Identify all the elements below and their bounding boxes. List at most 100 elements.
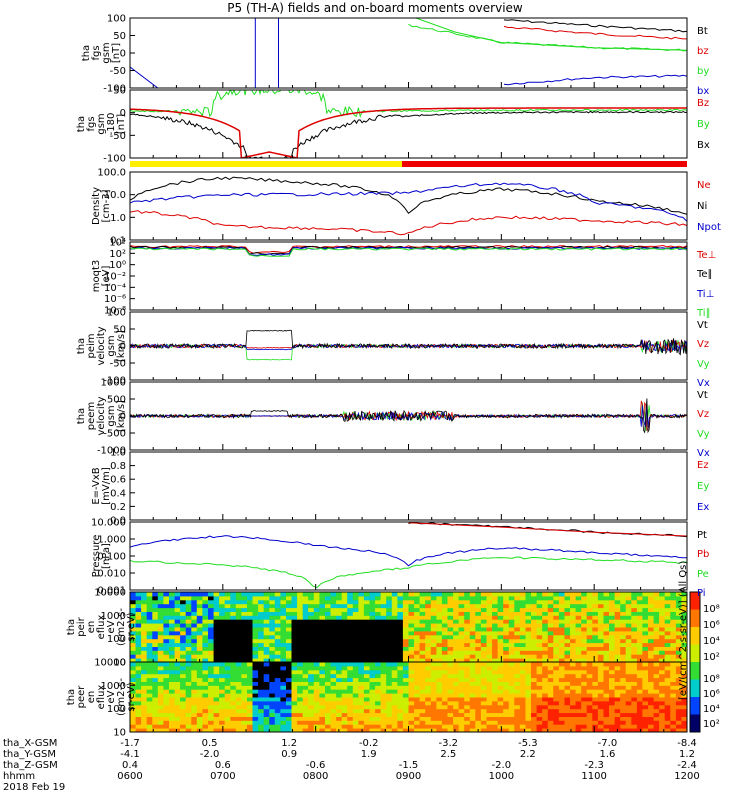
spectrogram-cell [291, 595, 298, 601]
spectrogram-cell [503, 728, 510, 732]
spectrogram-cell [302, 673, 309, 679]
spectrogram-cell [180, 685, 187, 690]
spectrogram-cell [597, 669, 604, 675]
spectrogram-cell [553, 611, 560, 616]
spectrogram-cell [475, 627, 482, 632]
spectrogram-cell [263, 700, 270, 706]
legend-fgs2-2: Bx [697, 140, 710, 151]
spectrogram-cell [274, 681, 281, 686]
spectrogram-cell [636, 669, 643, 675]
spectrogram-cell [597, 689, 604, 694]
spectrogram-cell [191, 646, 198, 651]
spectrogram-cell [380, 720, 387, 725]
spectrogram-cell [163, 658, 170, 662]
spectrogram-cell [313, 658, 320, 662]
spectrogram-cell [648, 662, 655, 667]
spectrogram-cell [313, 630, 320, 636]
spectrogram-cell [269, 689, 276, 694]
spectrogram-cell [531, 615, 538, 620]
spectrogram-cell [280, 673, 287, 679]
spectrogram-cell [157, 638, 164, 644]
spectrogram-cell [469, 720, 476, 725]
spectrogram-cell [447, 677, 454, 682]
spectrogram-cell [636, 665, 643, 671]
spectrogram-cell [458, 634, 465, 640]
spectrogram-cell [319, 720, 326, 725]
spectrogram-cell [391, 642, 398, 647]
spectrogram-cell [397, 662, 404, 667]
spectrogram-cell [497, 642, 504, 647]
spectrogram-cell [202, 611, 209, 616]
spectrogram-cell [169, 708, 176, 714]
panel-pressure-ytick: 10.000 [91, 518, 126, 529]
spectrogram-cell [436, 619, 443, 624]
spectrogram-cell [464, 669, 471, 675]
spectrogram-cell [625, 704, 632, 710]
spectrogram-cell [402, 693, 409, 698]
spectrogram-cell [135, 595, 142, 601]
spectrogram-cell [352, 642, 359, 647]
spectrogram-cell [441, 619, 448, 624]
spectrogram-cell [636, 720, 643, 725]
spectrogram-cell [458, 681, 465, 686]
spectrogram-cell [464, 712, 471, 717]
legend-density-2: Npot [697, 222, 721, 233]
spectrogram-cell [325, 630, 332, 636]
spectrogram-cell [269, 716, 276, 721]
spectrogram-cell [219, 595, 226, 601]
spectrogram-cell [386, 685, 393, 690]
spectrogram-cell [458, 685, 465, 690]
spectrogram-cell [503, 592, 510, 597]
spectrogram-cell [636, 595, 643, 601]
spectrogram-cell [169, 685, 176, 690]
spectrogram-cell [297, 615, 304, 620]
spectrogram-cell [603, 642, 610, 647]
spectrogram-cell [213, 716, 220, 721]
spectrogram-cell [581, 650, 588, 655]
spectrogram-cell [486, 677, 493, 682]
spectrogram-cell [274, 654, 281, 659]
spectrogram-cell [531, 603, 538, 609]
panel-density-ytick: 0.1 [110, 236, 126, 247]
spectrogram-cell [525, 708, 532, 714]
spectrogram-cell [648, 623, 655, 628]
spectrogram-cell [380, 673, 387, 679]
spectrogram-cell [163, 681, 170, 686]
spectrogram-cell [319, 724, 326, 729]
spectrogram-cell [213, 658, 220, 662]
spectrogram-cell [642, 650, 649, 655]
spectrogram-cell [258, 724, 265, 729]
spectrogram-cell [213, 728, 220, 732]
panel-fgs2-ytick: 50 [113, 86, 126, 97]
spectrogram-cell [386, 662, 393, 667]
spectrogram-cell [358, 677, 365, 682]
spectrogram-cell [441, 603, 448, 609]
spectrogram-cell [241, 724, 248, 729]
spectrogram-cell [542, 619, 549, 624]
spectrogram-cell [280, 619, 287, 624]
spectrogram-cell [480, 720, 487, 725]
spectrogram-cell [213, 673, 220, 679]
spectrogram-cell [213, 662, 220, 667]
spectrogram-cell [196, 611, 203, 616]
spectrogram-cell [269, 595, 276, 601]
spectrogram-cell [609, 642, 616, 647]
spectrogram-cell [163, 627, 170, 632]
spectrogram-cell [592, 607, 599, 612]
spectrogram-cell [152, 681, 159, 686]
spectrogram-cell [363, 599, 370, 605]
spectrogram-cell [597, 623, 604, 628]
spectrogram-cell [269, 615, 276, 620]
spectrogram-cell [330, 615, 337, 620]
spectrogram-cell [436, 630, 443, 636]
spectrogram-cell [425, 665, 432, 671]
spectrogram-cell [347, 720, 354, 725]
spectrogram-cell [653, 689, 660, 694]
spectrogram-cell [414, 619, 421, 624]
spectrogram-cell [458, 728, 465, 732]
spectrogram-cell [670, 595, 677, 601]
xaxis-row-label: hhmm [3, 771, 36, 782]
spectrogram-cell [330, 665, 337, 671]
spectrogram-cell [419, 592, 426, 597]
spectrogram-cell [336, 724, 343, 729]
